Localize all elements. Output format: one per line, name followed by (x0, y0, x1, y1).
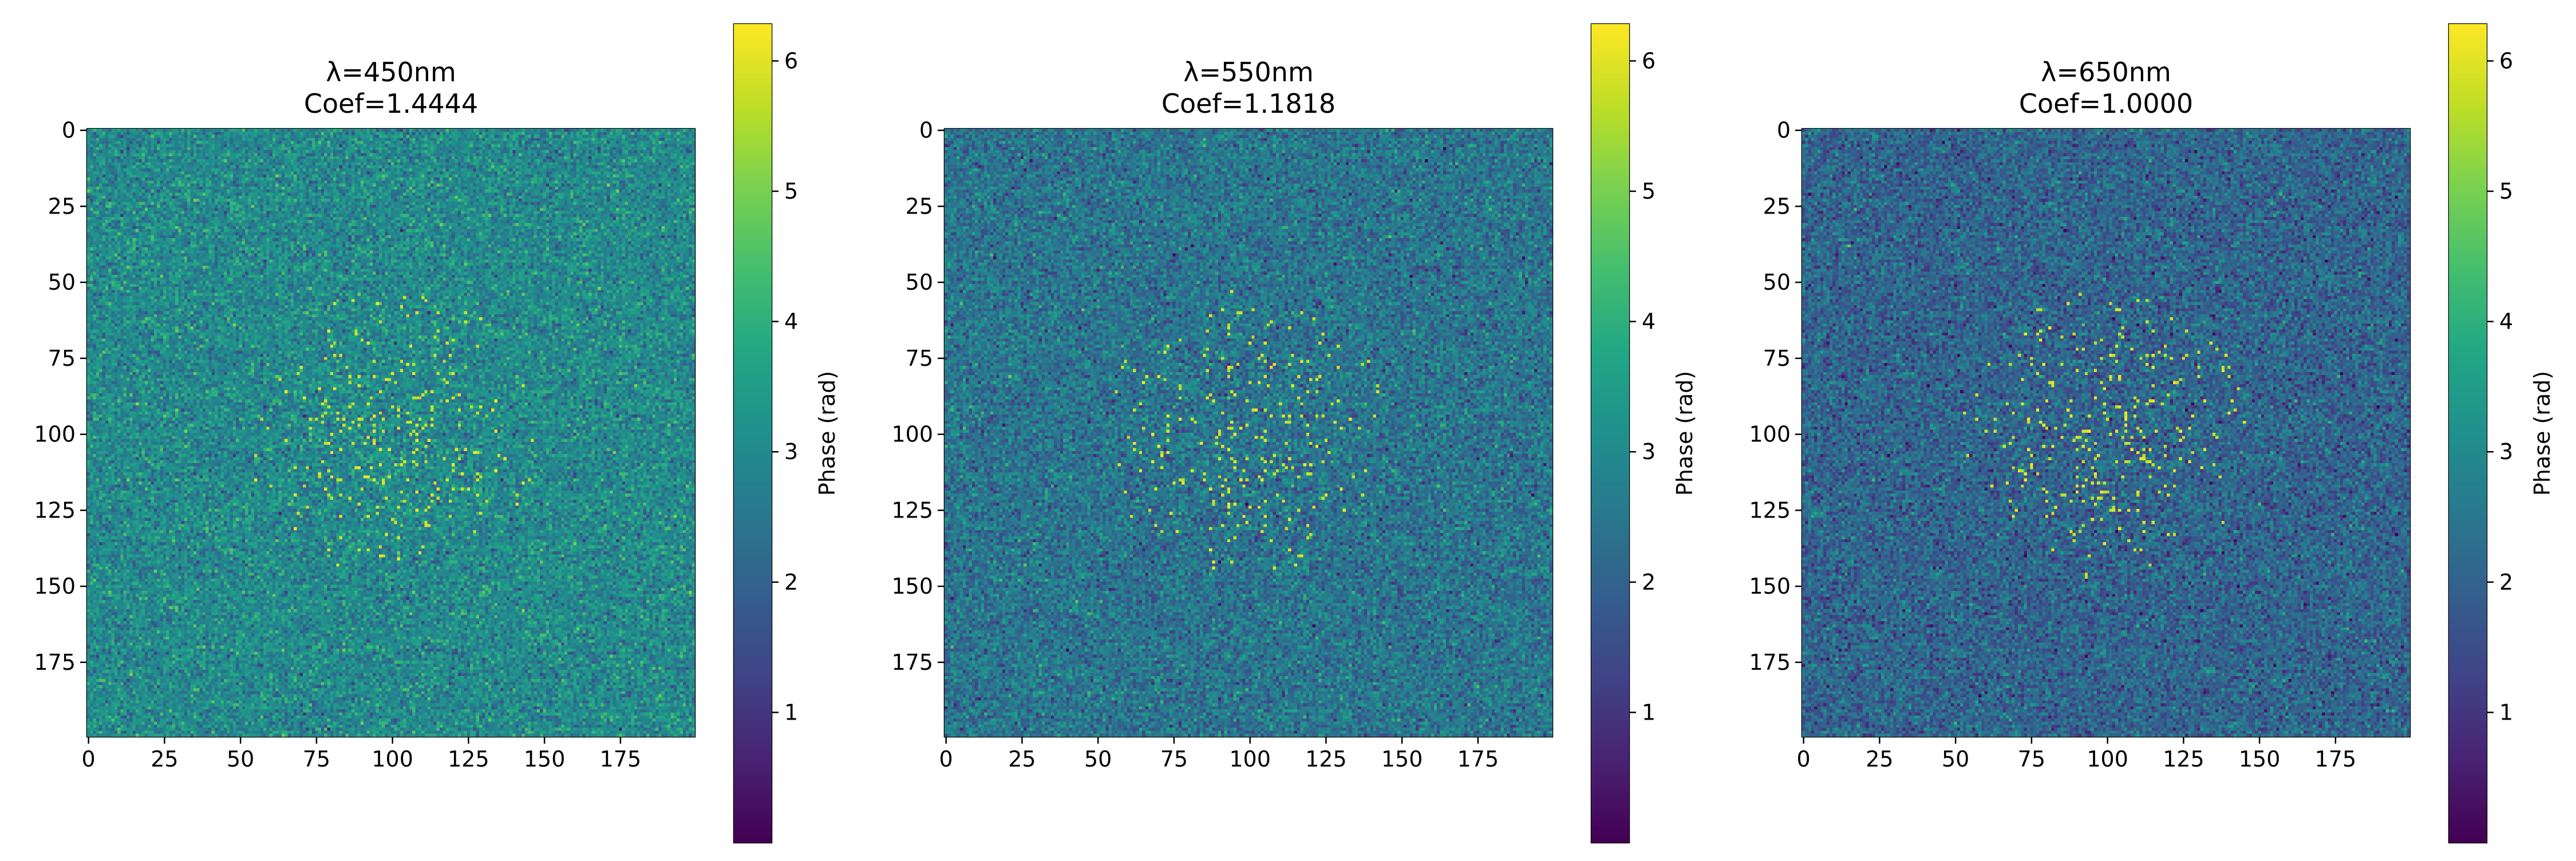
colorbar-tick-label: 5 (784, 179, 798, 204)
y-tick-label: 75 (48, 346, 76, 371)
y-tick-label: 0 (1777, 118, 1791, 143)
x-tick-label: 50 (1084, 747, 1112, 772)
y-tick-label: 50 (906, 270, 933, 295)
y-tick-label: 50 (1763, 270, 1791, 295)
y-tick-label: 175 (1749, 650, 1791, 675)
x-tick-label: 0 (82, 747, 96, 772)
x-tick-label: 150 (1381, 747, 1423, 772)
colorbar-tick-label: 5 (1642, 179, 1656, 204)
y-tick-label: 150 (891, 574, 933, 599)
x-tick-label: 75 (1160, 747, 1188, 772)
colorbar-tick-label: 2 (2499, 570, 2513, 595)
colorbar-tick-label: 4 (1642, 309, 1656, 334)
colorbar-tick-label: 1 (1642, 700, 1656, 725)
colorbar-tick-label: 2 (784, 570, 798, 595)
colorbar-tick-label: 4 (784, 309, 798, 334)
x-tick-label: 25 (151, 747, 178, 772)
x-tick-label: 75 (303, 747, 330, 772)
x-tick-label: 25 (1866, 747, 1893, 772)
subplot-title-line: Coef=1.4444 (304, 88, 478, 119)
y-tick-label: 125 (891, 497, 933, 523)
y-tick-label: 25 (48, 193, 76, 219)
colorbar-tick-label: 6 (1642, 48, 1656, 73)
y-tick-label: 0 (62, 118, 76, 143)
y-tick-label: 0 (919, 118, 933, 143)
y-tick-label: 50 (48, 270, 76, 295)
colorbar-tick-label: 6 (2499, 48, 2513, 73)
y-tick-label: 25 (906, 193, 933, 219)
y-tick-label: 100 (891, 422, 933, 447)
colorbar-tick-label: 3 (784, 439, 798, 464)
subplot-title-line: λ=450nm (326, 57, 456, 88)
heatmap-image (87, 129, 695, 737)
colorbar-gradient (734, 24, 772, 843)
x-tick-label: 75 (2018, 747, 2045, 772)
subplot-title-line: Coef=1.0000 (2019, 88, 2193, 119)
colorbar-tick-label: 6 (784, 48, 798, 73)
x-tick-label: 150 (524, 747, 566, 772)
y-tick-label: 75 (906, 346, 933, 371)
subplot-title-line: λ=550nm (1183, 57, 1314, 88)
colorbar-label: Phase (rad) (1672, 371, 1697, 496)
y-tick-label: 75 (1763, 346, 1791, 371)
colorbar-tick-label: 3 (2499, 439, 2513, 464)
y-tick-label: 175 (34, 650, 76, 675)
x-tick-label: 25 (1008, 747, 1036, 772)
colorbar-label: Phase (rad) (815, 371, 840, 496)
x-tick-label: 175 (1457, 747, 1499, 772)
y-tick-label: 125 (1749, 497, 1791, 523)
colorbar-tick-label: 2 (1642, 570, 1656, 595)
x-tick-label: 100 (372, 747, 413, 772)
x-tick-label: 100 (2087, 747, 2128, 772)
heatmap-image (945, 129, 1552, 737)
colorbar-label: Phase (rad) (2530, 371, 2555, 496)
x-tick-label: 100 (1229, 747, 1271, 772)
colorbar-gradient (2449, 24, 2487, 843)
y-tick-label: 100 (34, 422, 76, 447)
x-tick-label: 175 (2315, 747, 2357, 772)
y-tick-label: 25 (1763, 193, 1791, 219)
subplot-title-line: Coef=1.1818 (1161, 88, 1336, 119)
x-tick-label: 0 (939, 747, 953, 772)
subplot-title-line: λ=650nm (2041, 57, 2171, 88)
x-tick-label: 50 (227, 747, 254, 772)
colorbar-tick-label: 1 (2499, 700, 2513, 725)
x-tick-label: 50 (1942, 747, 1969, 772)
heatmap-image (1802, 129, 2410, 737)
x-tick-label: 125 (448, 747, 489, 772)
x-tick-label: 175 (600, 747, 642, 772)
y-tick-label: 150 (34, 574, 76, 599)
x-tick-label: 125 (2163, 747, 2204, 772)
colorbar-tick-label: 4 (2499, 309, 2513, 334)
x-tick-label: 0 (1797, 747, 1811, 772)
colorbar-tick-label: 1 (784, 700, 798, 725)
colorbar-tick-label: 3 (1642, 439, 1656, 464)
colorbar-tick-label: 5 (2499, 179, 2513, 204)
y-tick-label: 175 (891, 650, 933, 675)
colorbar-gradient (1591, 24, 1629, 843)
x-tick-label: 125 (1305, 747, 1347, 772)
y-tick-label: 125 (34, 497, 76, 523)
x-tick-label: 150 (2239, 747, 2281, 772)
y-tick-label: 100 (1749, 422, 1791, 447)
y-tick-label: 150 (1749, 574, 1791, 599)
